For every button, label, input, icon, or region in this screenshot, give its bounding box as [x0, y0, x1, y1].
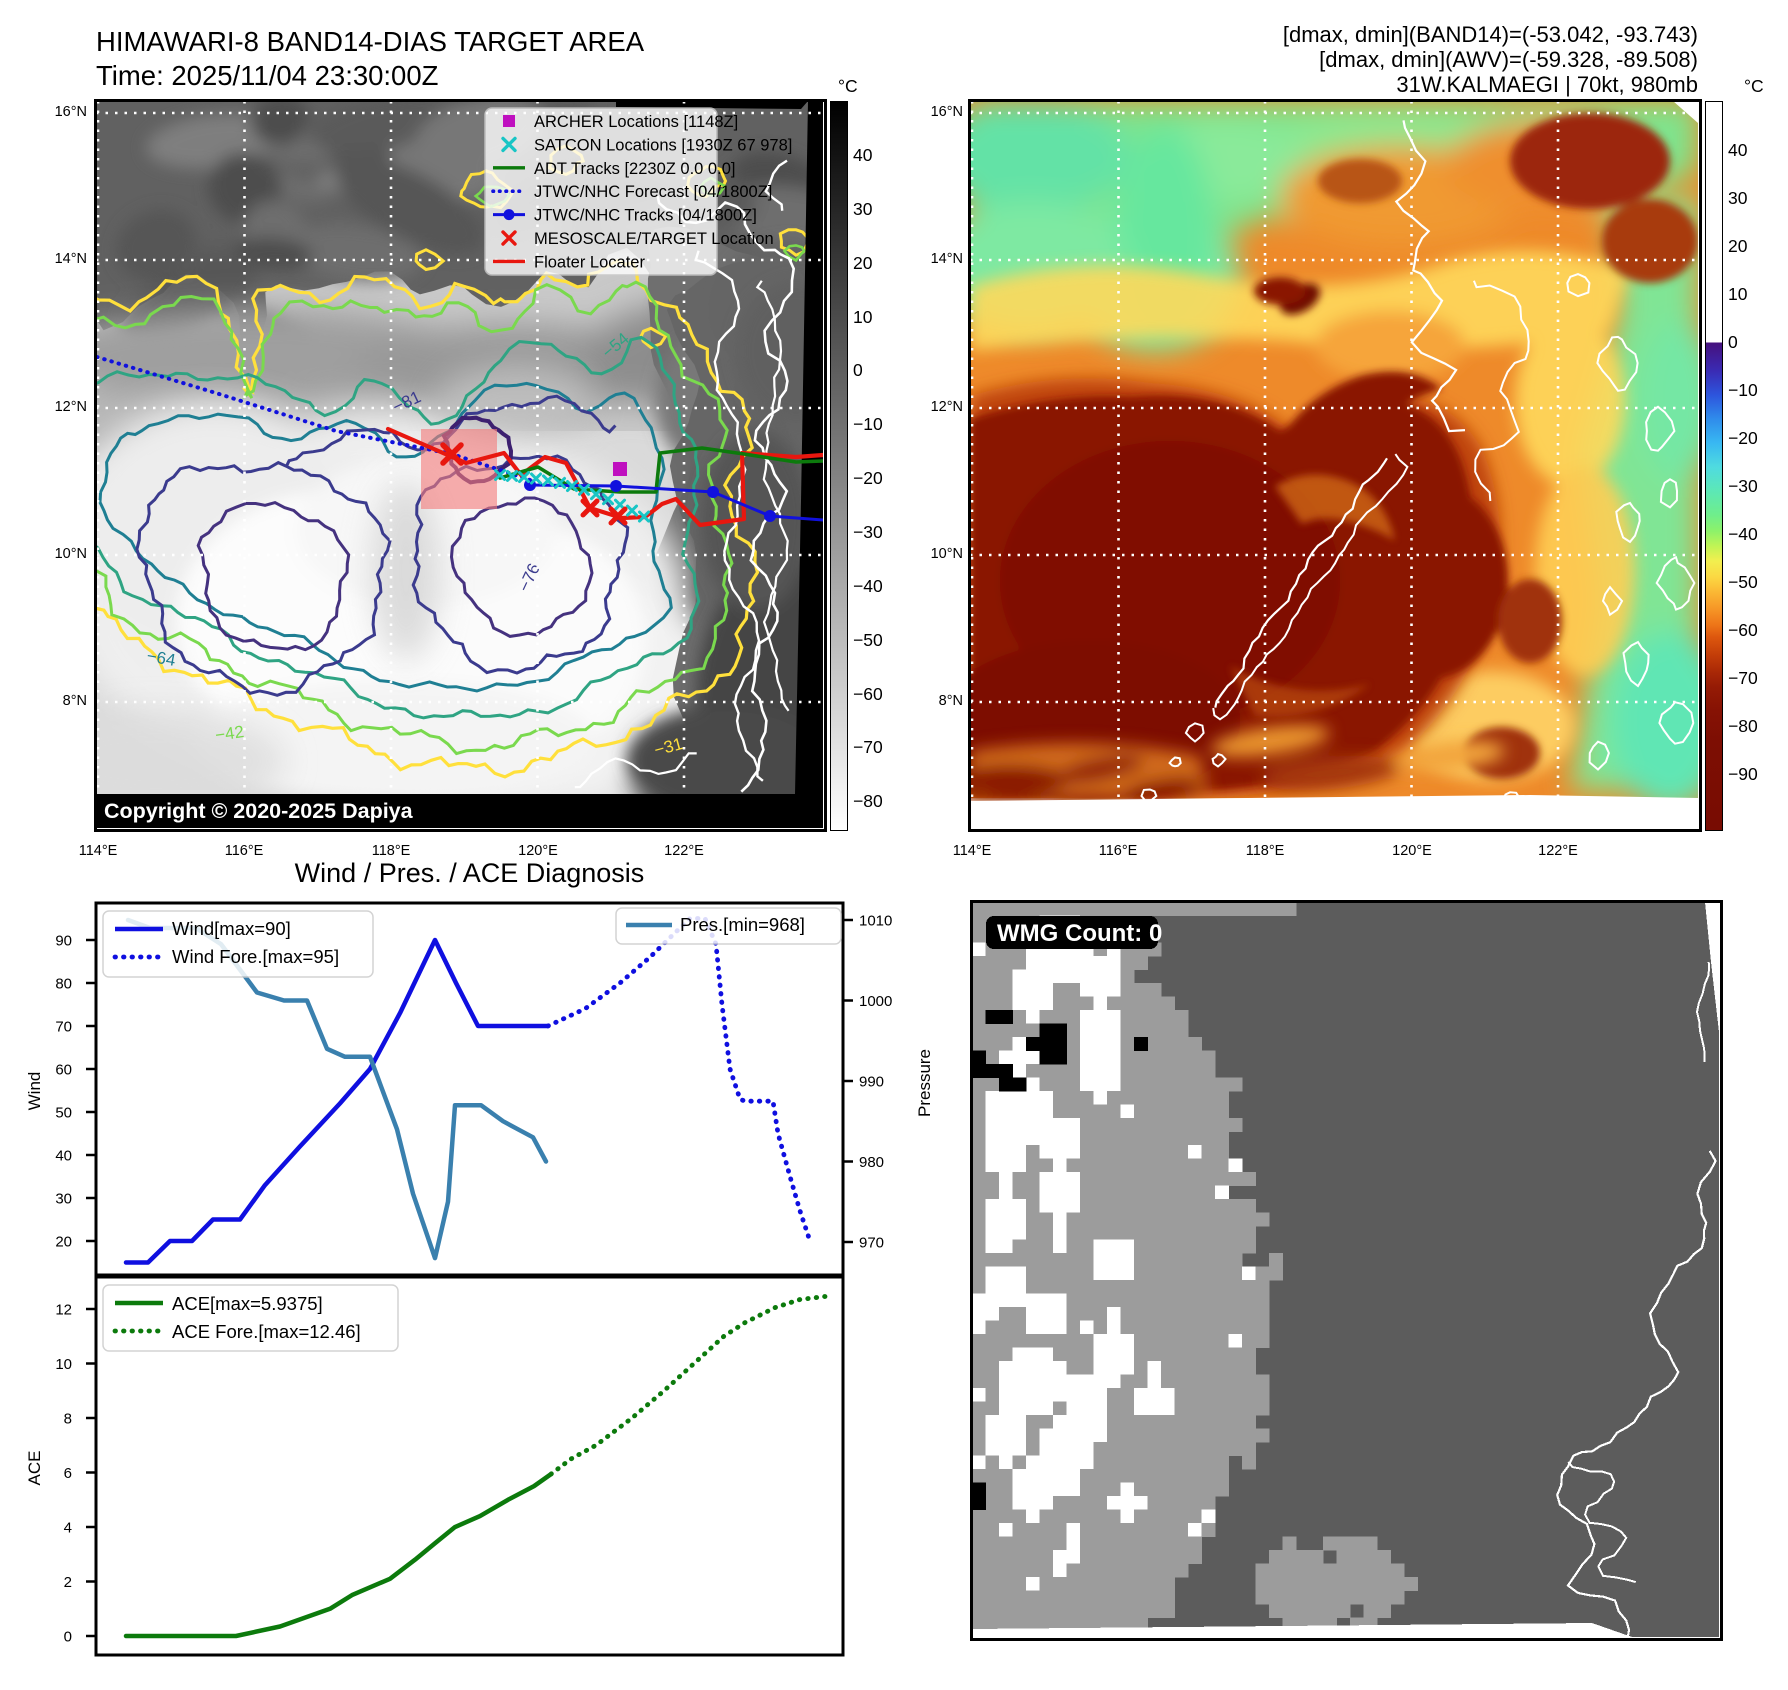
svg-text:6: 6: [64, 1465, 72, 1482]
svg-text:20: 20: [55, 1234, 72, 1251]
svg-text:Wind Fore.[max=95]: Wind Fore.[max=95]: [172, 946, 339, 967]
svg-text:980: 980: [859, 1154, 884, 1171]
svg-text:MESOSCALE/TARGET Location: MESOSCALE/TARGET Location: [534, 230, 774, 248]
svg-text:ADT Tracks [2230Z 0.0 0.0]: ADT Tracks [2230Z 0.0 0.0]: [534, 160, 735, 178]
svg-text:2: 2: [64, 1574, 72, 1591]
svg-text:ARCHER Locations [1148Z]: ARCHER Locations [1148Z]: [534, 113, 738, 131]
svg-text:Pressure: Pressure: [915, 1049, 934, 1117]
svg-text:Copyright © 2020-2025 Dapiya: Copyright © 2020-2025 Dapiya: [104, 799, 414, 823]
svg-text:40: 40: [55, 1148, 72, 1165]
svg-text:1010: 1010: [859, 913, 892, 930]
svg-text:WMG Count: 0: WMG Count: 0: [997, 920, 1162, 947]
svg-text:10: 10: [55, 1356, 72, 1373]
svg-text:Wind[max=90]: Wind[max=90]: [172, 918, 291, 939]
svg-text:70: 70: [55, 1019, 72, 1036]
svg-text:−42: −42: [214, 722, 245, 745]
svg-text:ACE[max=5.9375]: ACE[max=5.9375]: [172, 1293, 323, 1314]
svg-text:Floater Locater: Floater Locater: [534, 253, 645, 271]
svg-text:50: 50: [55, 1105, 72, 1122]
svg-text:970: 970: [859, 1235, 884, 1252]
svg-text:JTWC/NHC Tracks [04/1800Z]: JTWC/NHC Tracks [04/1800Z]: [534, 207, 757, 225]
svg-text:0: 0: [64, 1629, 72, 1646]
svg-text:SATCON Locations [1930Z 67 978: SATCON Locations [1930Z 67 978]: [534, 136, 792, 154]
svg-text:4: 4: [64, 1520, 72, 1537]
svg-text:8: 8: [64, 1411, 72, 1428]
svg-text:90: 90: [55, 933, 72, 950]
svg-text:30: 30: [55, 1191, 72, 1208]
svg-text:JTWC/NHC Forecast [04/1800Z]: JTWC/NHC Forecast [04/1800Z]: [534, 183, 772, 201]
svg-text:ACE: ACE: [25, 1451, 44, 1486]
svg-text:ACE Fore.[max=12.46]: ACE Fore.[max=12.46]: [172, 1321, 361, 1342]
svg-text:990: 990: [859, 1074, 884, 1091]
svg-text:Wind: Wind: [25, 1072, 44, 1111]
svg-text:60: 60: [55, 1062, 72, 1079]
svg-text:80: 80: [55, 976, 72, 993]
svg-text:Pres.[min=968]: Pres.[min=968]: [680, 914, 805, 935]
svg-text:−64: −64: [145, 646, 177, 670]
svg-text:12: 12: [55, 1302, 72, 1319]
svg-text:1000: 1000: [859, 993, 892, 1010]
